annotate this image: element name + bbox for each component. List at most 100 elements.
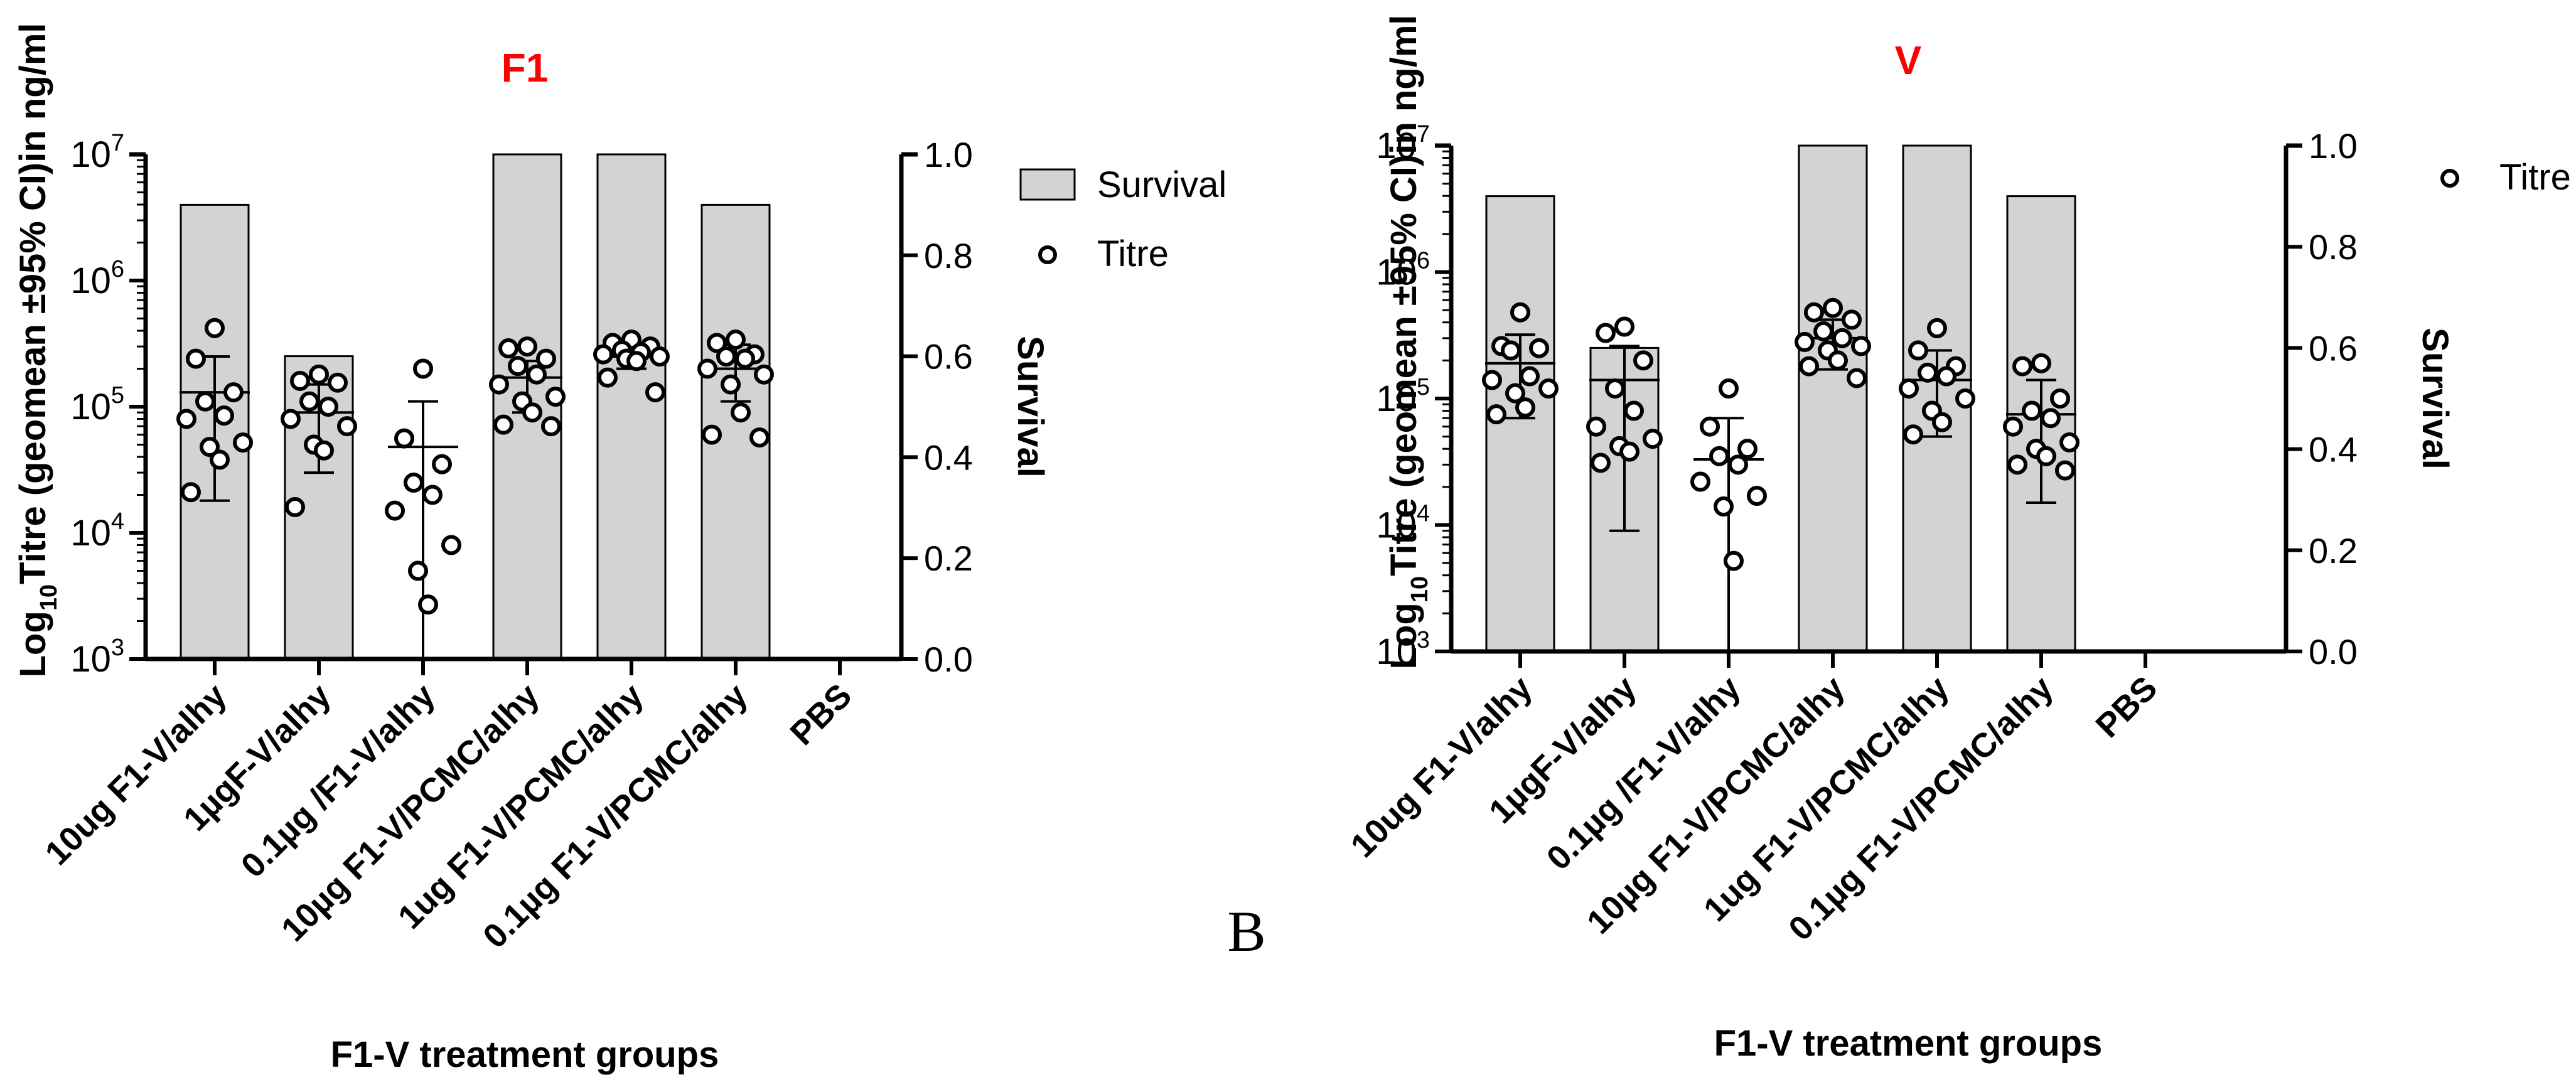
titre-point: [328, 372, 348, 393]
x-tick-label: 10ug F1-V/alhy: [38, 677, 234, 872]
titre-point: [2007, 454, 2027, 475]
titre-point: [2036, 446, 2056, 466]
titre-point: [593, 344, 613, 365]
y-tick-label: 103: [70, 635, 124, 680]
titre-point: [1515, 397, 1535, 418]
x-tick-label: PBS: [783, 677, 859, 752]
titre-point: [721, 374, 741, 395]
x-tick-label: 0.1µg /F1-V/alhy: [1540, 669, 1748, 877]
survival-bar: [1798, 144, 1868, 653]
y2-tick-label: 0.4: [924, 437, 973, 477]
titre-point: [200, 437, 220, 458]
titre-point: [214, 405, 234, 426]
titre-point: [697, 358, 717, 379]
titre-point: [1520, 366, 1540, 387]
y-axis-label-prefix: Log: [13, 611, 53, 677]
titre-point: [408, 560, 428, 581]
y2-tick-label: 1.0: [2309, 126, 2358, 166]
titre-point: [522, 402, 542, 423]
titre-point: [1586, 416, 1606, 437]
titre-point: [432, 454, 452, 474]
titre-point: [1903, 424, 1923, 445]
y-tick-base: 10: [70, 260, 111, 301]
y-tick-label: 107: [1376, 121, 1430, 166]
y-tick-base: 10: [1376, 631, 1417, 672]
y-tick-label: 107: [70, 130, 124, 175]
titre-point: [1737, 439, 1758, 459]
y-axis-label: Log10Titre (geomean ±95% CI)in ng/ml: [13, 23, 62, 677]
titre-point: [1643, 429, 1663, 449]
y-tick-base: 10: [70, 639, 111, 680]
titre-point: [493, 414, 513, 435]
chart-f1: F11031041051061070.00.20.40.60.81.010ug …: [13, 23, 1226, 1075]
y2-tick-label: 1.0: [924, 135, 973, 174]
titre-point: [1927, 318, 1947, 338]
titre-point: [2041, 408, 2061, 429]
y-tick-label: 106: [1376, 248, 1430, 293]
titre-point: [1936, 366, 1956, 387]
titre-point: [1804, 302, 1824, 323]
y-tick-label: 103: [1376, 627, 1430, 672]
titre-point: [1482, 370, 1502, 390]
y-tick-base: 10: [1376, 252, 1417, 293]
x-tick-label: PBS: [2089, 669, 2165, 745]
y2-tick-label: 0.0: [2309, 632, 2358, 672]
titre-point: [1624, 400, 1644, 421]
titre-point: [1709, 446, 1729, 466]
titre-point: [650, 346, 670, 367]
titre-point: [707, 333, 727, 353]
y-axis-label-sub: 10: [36, 584, 62, 611]
chart-title: F1: [502, 45, 549, 90]
titre-point: [1813, 321, 1833, 341]
y-axis-label-prefix: Log: [1383, 602, 1424, 669]
titre-point: [2059, 432, 2080, 452]
y2-tick-label: 0.4: [2309, 430, 2358, 469]
titre-point: [517, 336, 537, 357]
titre-point: [1932, 412, 1952, 432]
titre-point: [309, 364, 329, 385]
titre-point: [489, 374, 509, 395]
titre-point: [1486, 404, 1506, 425]
titre-point: [1842, 309, 1862, 330]
survival-bar: [596, 153, 667, 660]
y-tick-base: 10: [70, 134, 111, 175]
titre-point: [2050, 388, 2070, 409]
y-tick-label: 106: [70, 256, 124, 301]
titre-point: [541, 416, 561, 437]
legend-survival-swatch: [1019, 168, 1076, 201]
titre-point: [645, 382, 665, 403]
x-tick-label: 10ug F1-V/alhy: [1344, 669, 1540, 865]
y-tick-base: 10: [1376, 378, 1417, 419]
titre-point: [441, 535, 461, 555]
legend-titre-label: Titre: [2499, 157, 2571, 198]
titre-point: [1832, 328, 1852, 348]
titre-point: [545, 387, 566, 407]
legend-survival-label: Survival: [1097, 164, 1226, 205]
titre-point: [1591, 452, 1611, 473]
titre-point: [1714, 496, 1734, 517]
y-tick-base: 10: [1376, 505, 1417, 546]
titre-point: [195, 391, 215, 412]
titre-point: [210, 449, 230, 470]
y-tick-exponent: 5: [111, 382, 124, 409]
titre-point: [726, 329, 746, 350]
y-axis-label: Log10Titre (geomean ±95% CI)in ng/ml: [1383, 14, 1433, 669]
y2-tick-label: 0.0: [924, 640, 973, 679]
titre-point: [2012, 356, 2032, 377]
y-tick-label: 104: [70, 508, 124, 554]
titre-point: [186, 348, 206, 369]
y-tick-base: 10: [70, 513, 111, 554]
titre-point: [754, 364, 774, 385]
titre-point: [536, 348, 556, 369]
titre-point: [749, 427, 770, 448]
titre-point: [1633, 350, 1653, 371]
titre-point: [735, 348, 755, 369]
titre-point: [385, 500, 405, 521]
titre-point: [223, 382, 244, 403]
y-axis-label-sub: 10: [1407, 576, 1433, 602]
titre-point: [1596, 323, 1616, 343]
titre-point: [1619, 441, 1640, 462]
y-tick-exponent: 7: [111, 130, 124, 156]
